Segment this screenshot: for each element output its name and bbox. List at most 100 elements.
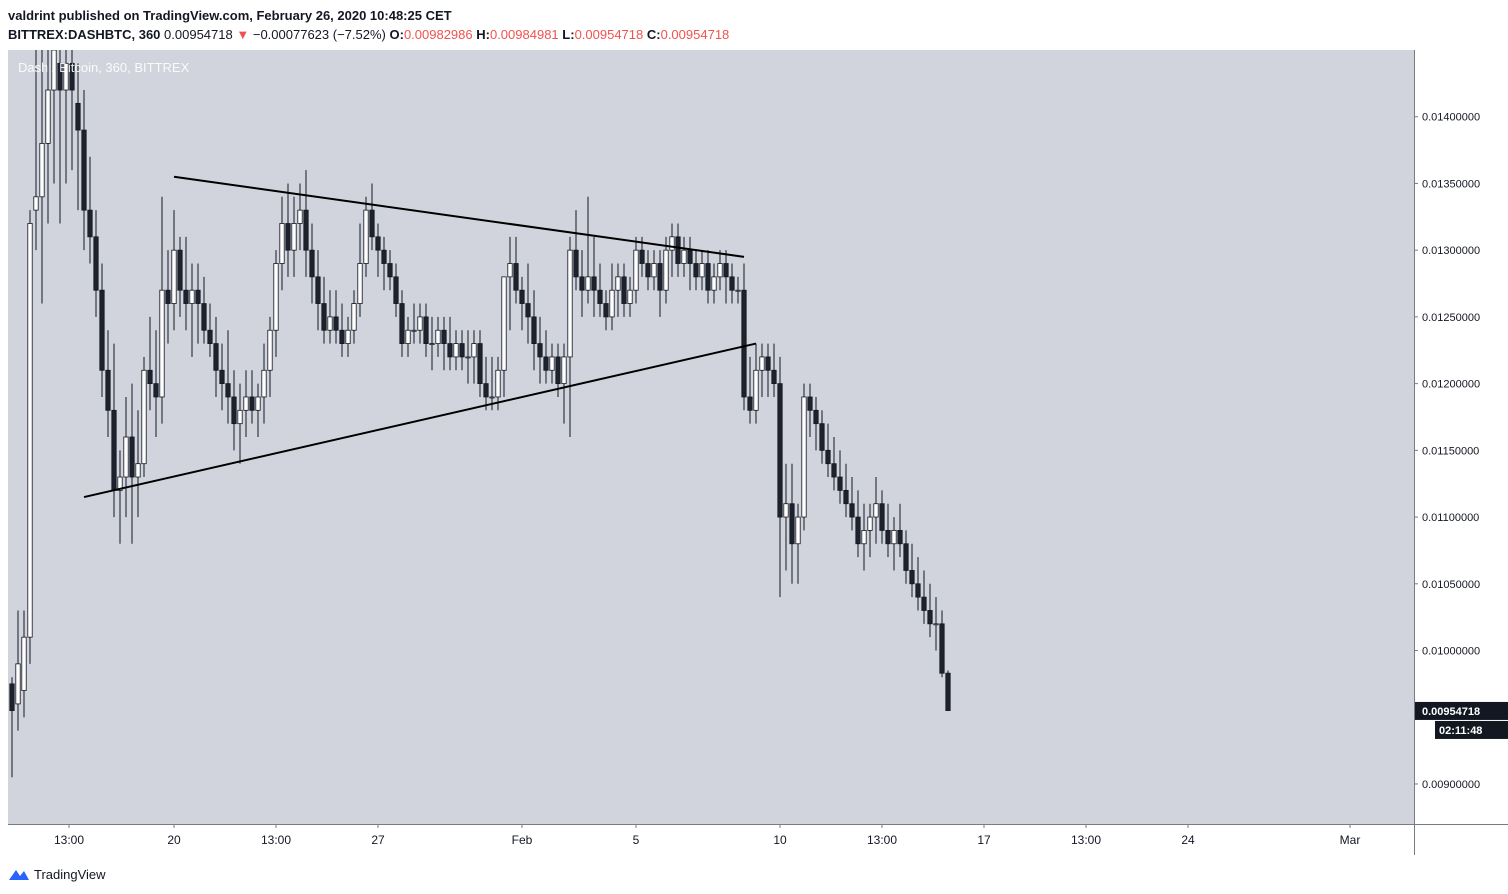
candle-up <box>417 316 423 331</box>
time-tick-label: 13:00 <box>261 833 291 847</box>
candle-up <box>15 663 21 705</box>
candle-down <box>231 396 237 425</box>
price-tick-label: 0.01200000 <box>1422 379 1480 391</box>
candle-down <box>879 503 885 531</box>
countdown-tag-label: 02:11:48 <box>1439 725 1482 737</box>
candle-down <box>849 503 855 518</box>
time-tick-label: 27 <box>371 833 385 847</box>
time-tick-label: 5 <box>633 833 640 847</box>
candle-up <box>351 303 357 331</box>
candle-down <box>705 263 711 291</box>
candle-up <box>279 223 285 264</box>
time-tick-label: 13:00 <box>1071 833 1101 847</box>
candle-down <box>657 263 663 291</box>
candle-down <box>381 249 387 264</box>
candle-down <box>105 369 111 411</box>
price-axis[interactable] <box>1414 50 1508 824</box>
candle-down <box>303 209 309 251</box>
price-tick-label: 0.00900000 <box>1422 779 1480 791</box>
candle-up <box>267 329 273 371</box>
candle-up <box>873 503 879 518</box>
candle-down <box>129 436 135 478</box>
candle-up <box>465 356 471 359</box>
candle-up <box>189 289 195 304</box>
candle-down <box>777 383 783 518</box>
candle-down <box>897 530 903 545</box>
low-value: 0.00954718 <box>574 27 644 42</box>
candle-up <box>717 263 723 278</box>
candle-down <box>807 396 813 411</box>
candle-down <box>201 303 207 331</box>
candle-down <box>909 570 915 585</box>
symbol-label[interactable]: BITTREX:DASHBTC, 360 <box>8 27 161 42</box>
candle-up <box>681 249 687 264</box>
candle-down <box>447 343 453 358</box>
candle-down <box>87 209 93 238</box>
low-label: L: <box>562 27 575 42</box>
upper-trendline <box>173 175 745 258</box>
candle-down <box>693 263 699 278</box>
candle-down <box>687 249 693 264</box>
tradingview-logo-icon[interactable] <box>8 867 30 881</box>
high-value: 0.00984981 <box>489 27 559 42</box>
candle-down <box>99 289 105 371</box>
footer-brand[interactable]: TradingView <box>34 866 106 882</box>
candle-down <box>789 503 795 545</box>
candle-up <box>117 476 123 491</box>
candle-down <box>483 383 489 398</box>
candle-up <box>291 223 297 251</box>
candle-down <box>825 449 831 465</box>
candle-up <box>783 503 789 518</box>
candle-down <box>573 249 579 278</box>
price-tick-label: 0.01150000 <box>1422 445 1479 457</box>
candle-down <box>369 209 375 238</box>
candle-up <box>489 396 495 399</box>
candle-up <box>549 356 555 371</box>
last-price-tag <box>1415 701 1508 720</box>
candle-down <box>183 289 189 304</box>
candle-down <box>771 369 777 385</box>
price-tick-label: 0.01100000 <box>1422 512 1479 524</box>
candle-down <box>915 583 921 598</box>
candle-down <box>177 249 183 291</box>
candle-up <box>255 396 261 411</box>
time-axis[interactable] <box>8 824 1414 855</box>
candle-down <box>597 289 603 304</box>
candle-up <box>51 50 57 91</box>
candle-down <box>225 383 231 398</box>
candle-up <box>33 196 39 211</box>
candle-up <box>453 343 459 358</box>
candle-up <box>585 276 591 291</box>
candle-up <box>801 396 807 518</box>
candle-down <box>339 329 345 344</box>
price-tick-label: 0.01400000 <box>1422 112 1480 124</box>
candle-down <box>729 276 735 291</box>
candle-down <box>69 62 75 91</box>
chart-pane[interactable] <box>8 50 1414 824</box>
open-value: 0.00982986 <box>403 27 473 42</box>
price-tick-label: 0.01300000 <box>1422 245 1480 257</box>
candle-up <box>363 209 369 264</box>
candle-down <box>393 276 399 304</box>
candle-up <box>39 143 45 198</box>
candle-down <box>885 530 891 545</box>
candle-up <box>753 369 759 411</box>
candle-up <box>495 369 501 398</box>
time-tick-label: Feb <box>512 833 533 847</box>
candle-down <box>249 396 255 411</box>
candle-up <box>159 289 165 398</box>
candle-up <box>651 263 657 278</box>
candle-down <box>855 516 861 545</box>
candle-down <box>639 249 645 264</box>
candle-down <box>621 276 627 304</box>
candle-down <box>165 289 171 304</box>
candle-down <box>921 596 927 611</box>
candle-up <box>669 236 675 251</box>
candle-up <box>405 329 411 344</box>
candle-down <box>147 369 153 385</box>
candle-up <box>297 209 303 224</box>
candle-up <box>711 276 717 291</box>
candle-up <box>471 343 477 358</box>
candle-down <box>519 289 525 304</box>
